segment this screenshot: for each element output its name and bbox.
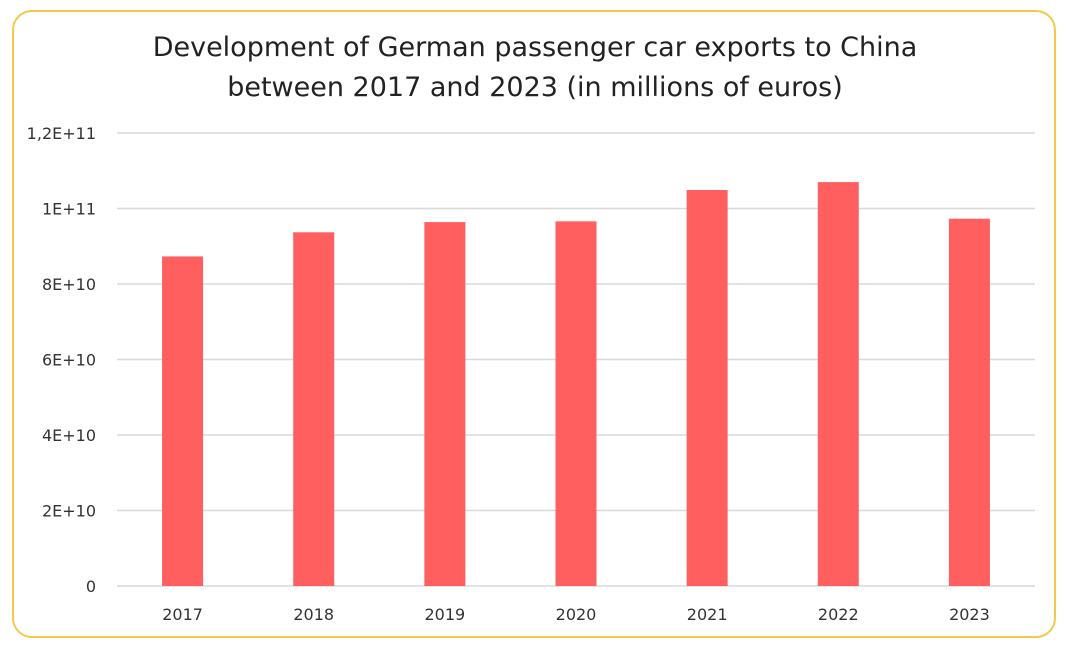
y-tick-label: 2E+10 (42, 502, 96, 521)
x-tick-label: 2023 (949, 605, 990, 624)
bar-2018 (293, 232, 335, 586)
bar-2019 (424, 222, 466, 586)
x-tick-label: 2019 (424, 605, 465, 624)
y-tick-label: 8E+10 (42, 275, 96, 294)
x-tick-label: 2018 (293, 605, 334, 624)
bar-2021 (686, 190, 728, 586)
x-tick-label: 2021 (687, 605, 728, 624)
y-tick-label: 1,2E+11 (27, 124, 96, 143)
bar-2020 (555, 221, 597, 586)
chart-title-line-2: between 2017 and 2023 (in millions of eu… (227, 72, 843, 103)
y-tick-label: 0 (86, 577, 96, 596)
chart-title: Development of German passenger car expo… (0, 28, 1070, 108)
x-tick-label: 2017 (162, 605, 203, 624)
y-tick-label: 1E+11 (42, 200, 96, 219)
bar-2023 (948, 218, 990, 586)
bar-2022 (817, 182, 859, 586)
y-tick-label: 6E+10 (42, 351, 96, 370)
y-tick-label: 4E+10 (42, 426, 96, 445)
chart-title-line-1: Development of German passenger car expo… (152, 32, 918, 63)
bar-2017 (162, 256, 204, 586)
x-tick-label: 2020 (556, 605, 597, 624)
x-tick-label: 2022 (818, 605, 859, 624)
